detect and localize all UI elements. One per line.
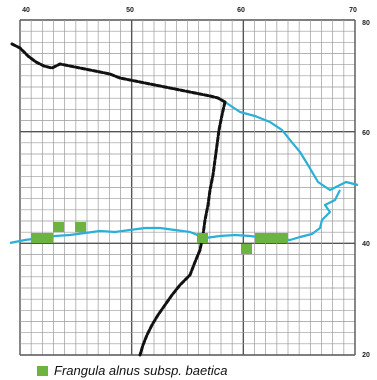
utm-grid (19, 19, 356, 356)
occurrence-square (241, 244, 252, 254)
occurrence-square (31, 233, 42, 243)
occurrence-squares (31, 222, 288, 254)
grid-label-top-4: 70 (349, 7, 357, 14)
grid-label-right-3: 40 (362, 241, 370, 248)
occurrence-square (75, 222, 86, 232)
grid-label-top-3: 60 (237, 7, 245, 14)
legend-swatch (37, 366, 48, 376)
grid-label-right-2: 60 (362, 130, 370, 137)
legend-label: Frangula alnus subsp. baetica (54, 363, 228, 378)
inland-border (138, 100, 227, 357)
grid-label-right-4: 20 (362, 352, 370, 359)
grid-label-top-2: 50 (126, 7, 134, 14)
occurrence-square (255, 233, 266, 243)
occurrence-square (53, 222, 64, 232)
grid-label-top-1: 40 (22, 7, 30, 14)
occurrence-square (277, 233, 288, 243)
political-border (10, 42, 227, 104)
occurrence-square (42, 233, 53, 243)
grid-label-right-1: 80 (362, 20, 370, 27)
occurrence-square (266, 233, 277, 243)
legend: Frangula alnus subsp. baetica (37, 364, 227, 378)
occurrence-square (197, 233, 208, 243)
coastline (9, 101, 359, 245)
